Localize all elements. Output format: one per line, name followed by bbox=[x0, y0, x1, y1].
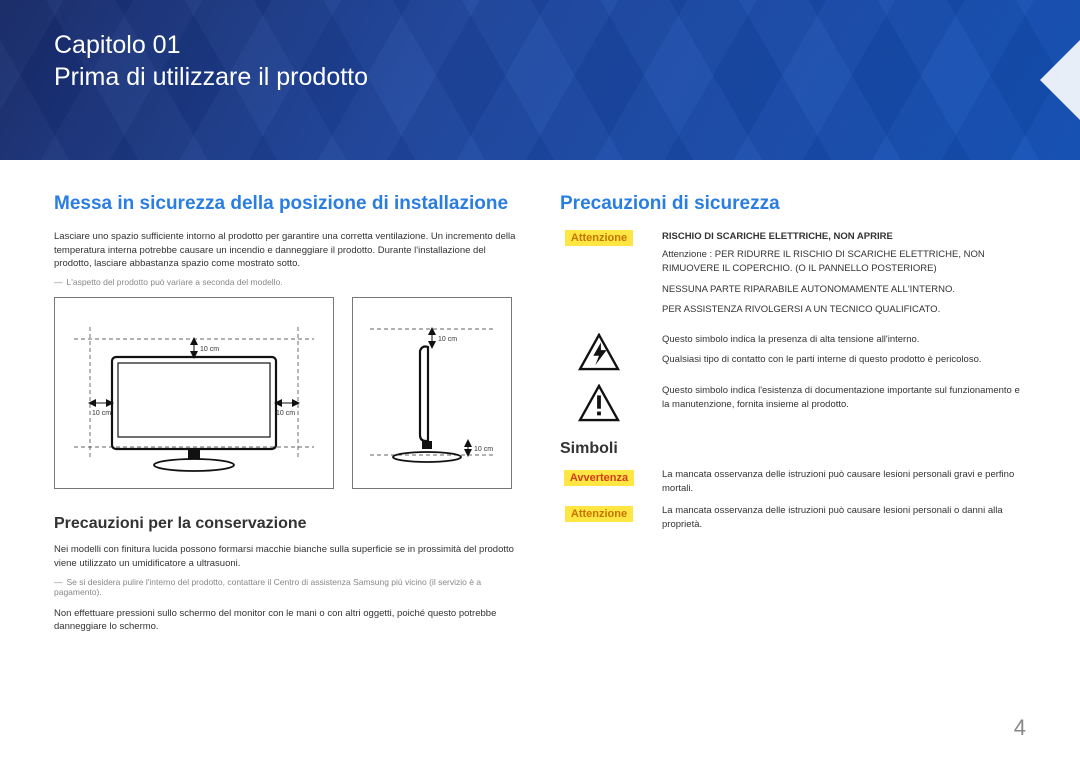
storage-body1: Nei modelli con finitura lucida possono … bbox=[54, 543, 520, 571]
risk-p1: Attenzione : PER RIDURRE IL RISCHIO DI S… bbox=[662, 248, 1026, 277]
bolt-p2: Qualsiasi tipo di contatto con le parti … bbox=[662, 353, 1026, 367]
diagram-side-view: 10 cm 10 cm bbox=[352, 297, 512, 489]
left-column: Messa in sicurezza della posizione di in… bbox=[54, 192, 520, 640]
warning-badge: Avvertenza bbox=[564, 470, 634, 486]
symbols-heading: Simboli bbox=[560, 440, 1026, 458]
risk-p3: PER ASSISTENZA RIVOLGERSI A UN TECNICO Q… bbox=[662, 303, 1026, 317]
symbol-caution-row: Attenzione La mancata osservanza delle i… bbox=[560, 504, 1026, 533]
risk-p2: NESSUNA PARTE RIPARABILE AUTONOMAMENTE A… bbox=[662, 283, 1026, 297]
measure-top-label: 10 cm bbox=[200, 346, 219, 353]
subsection-title-storage: Precauzioni per la conservazione bbox=[54, 515, 520, 533]
measure-left-label: 10 cm bbox=[92, 410, 111, 417]
caution-badge: Attenzione bbox=[565, 506, 633, 522]
page-content: Messa in sicurezza della posizione di in… bbox=[0, 160, 1080, 640]
symbol-warning-row: Avvertenza La mancata osservanza delle i… bbox=[560, 468, 1026, 497]
diagram-front-view: 10 cm 10 cm 10 cm bbox=[54, 297, 334, 489]
right-column: Precauzioni di sicurezza Attenzione RISC… bbox=[560, 192, 1026, 640]
storage-body2: Non effettuare pressioni sullo schermo d… bbox=[54, 607, 520, 635]
risk-heading: RISCHIO DI SCARICHE ELETTRICHE, NON APRI… bbox=[662, 230, 1026, 244]
installation-body: Lasciare uno spazio sufficiente intorno … bbox=[54, 230, 520, 271]
safety-bolt-block: Questo simbolo indica la presenza di alt… bbox=[560, 333, 1026, 374]
caution-text: La mancata osservanza delle istruzioni p… bbox=[662, 504, 1026, 533]
safety-excl-block: Questo simbolo indica l'esistenza di doc… bbox=[560, 384, 1026, 422]
section-title-safety: Precauzioni di sicurezza bbox=[560, 192, 1026, 216]
installation-note: L'aspetto del prodotto può variare a sec… bbox=[54, 277, 520, 287]
high-voltage-icon bbox=[578, 333, 620, 371]
chapter-title: Prima di utilizzare il prodotto bbox=[54, 63, 1026, 92]
safety-attention-block: Attenzione RISCHIO DI SCARICHE ELETTRICH… bbox=[560, 230, 1026, 323]
bolt-p1: Questo simbolo indica la presenza di alt… bbox=[662, 333, 1026, 347]
section-title-installation: Messa in sicurezza della posizione di in… bbox=[54, 192, 520, 216]
warning-text: La mancata osservanza delle istruzioni p… bbox=[662, 468, 1026, 497]
diagram-row: 10 cm 10 cm 10 cm bbox=[54, 297, 520, 489]
exclamation-icon bbox=[578, 384, 620, 422]
chapter-header: Capitolo 01 Prima di utilizzare il prodo… bbox=[0, 0, 1080, 160]
measure-side-top-label: 10 cm bbox=[438, 336, 457, 343]
measure-side-bottom-label: 10 cm bbox=[474, 446, 493, 453]
page-number: 4 bbox=[1014, 715, 1026, 741]
storage-note: Se si desidera pulire l'interno del prod… bbox=[54, 577, 520, 597]
measure-right-label: 10 cm bbox=[276, 410, 295, 417]
excl-p: Questo simbolo indica l'esistenza di doc… bbox=[662, 384, 1026, 413]
chapter-number: Capitolo 01 bbox=[54, 28, 1026, 63]
attention-badge: Attenzione bbox=[565, 230, 633, 246]
